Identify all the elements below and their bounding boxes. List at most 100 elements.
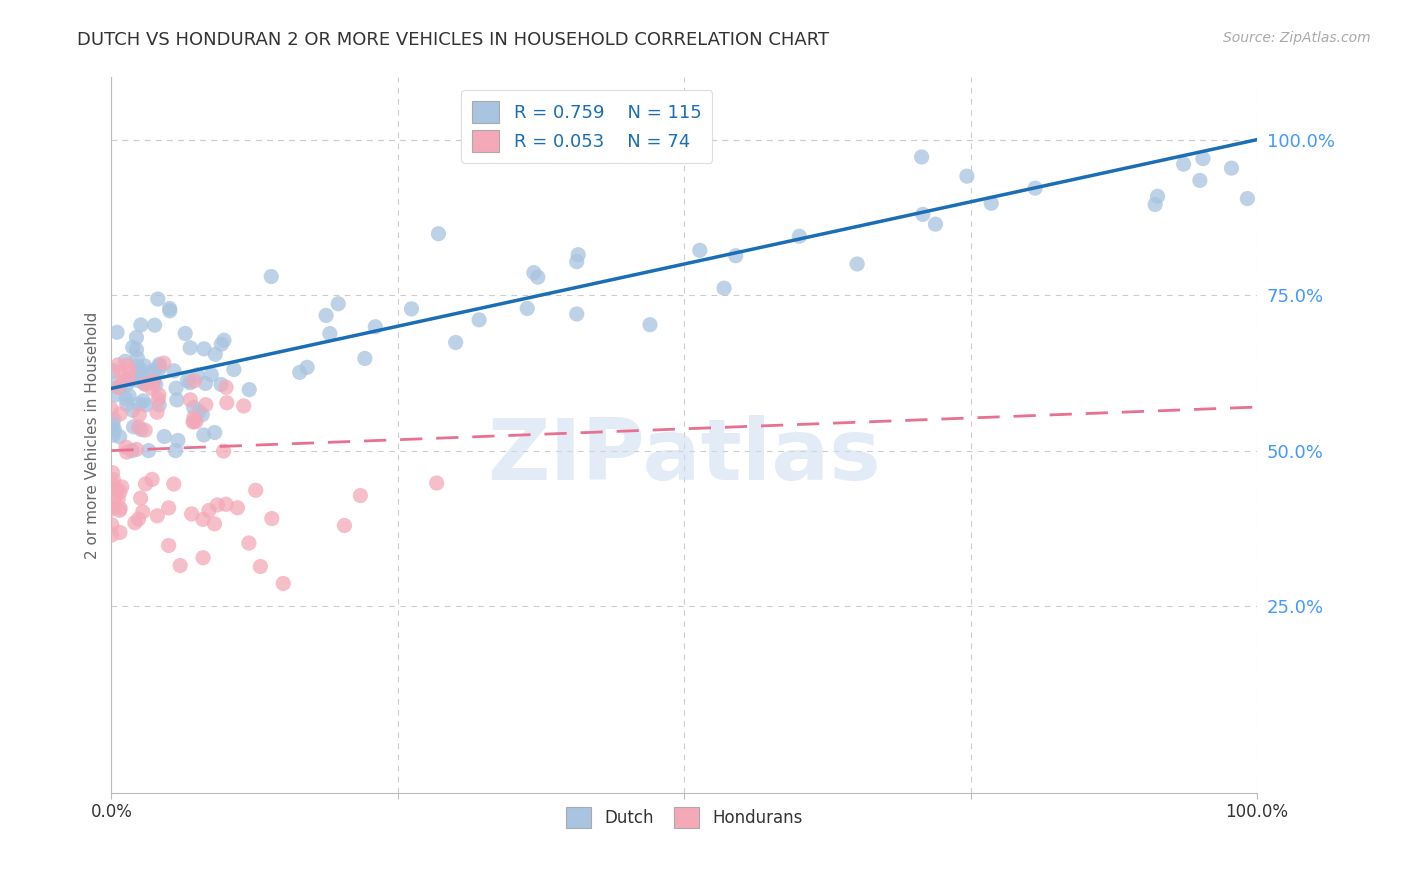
Point [134, 477, 156, 491]
Point [245, 483, 267, 498]
Point [103, 428, 125, 442]
Point [468, 313, 491, 327]
Point [183, 401, 205, 415]
Point [176, 374, 198, 388]
Point [105, 489, 128, 503]
Point [1144, 197, 1167, 211]
Point [135, 398, 157, 412]
Point [101, 528, 124, 542]
Point [121, 403, 143, 417]
Point [565, 254, 588, 268]
Point [135, 375, 157, 389]
Point [249, 559, 271, 574]
Point [117, 358, 139, 372]
Point [118, 389, 141, 403]
Point [527, 270, 550, 285]
Point [956, 169, 979, 184]
Point [103, 423, 125, 437]
Point [165, 443, 187, 458]
Point [108, 485, 131, 500]
Point [194, 398, 217, 412]
Point [354, 351, 377, 366]
Point [142, 376, 165, 390]
Point [1220, 161, 1243, 175]
Point [209, 337, 232, 351]
Point [152, 356, 174, 370]
Point [204, 516, 226, 531]
Point [638, 318, 661, 332]
Point [101, 501, 124, 516]
Point [232, 399, 254, 413]
Point [212, 444, 235, 458]
Point [198, 503, 221, 517]
Point [115, 372, 138, 386]
Point [364, 319, 387, 334]
Point [128, 408, 150, 422]
Point [1236, 192, 1258, 206]
Point [148, 398, 170, 412]
Point [184, 415, 207, 429]
Point [108, 365, 131, 379]
Point [1173, 157, 1195, 171]
Point [148, 387, 170, 401]
Point [124, 516, 146, 530]
Point [120, 373, 142, 387]
Point [101, 417, 124, 432]
Point [226, 500, 249, 515]
Point [191, 550, 214, 565]
Point [567, 248, 589, 262]
Point [103, 412, 125, 426]
Point [141, 376, 163, 390]
Point [157, 539, 180, 553]
Point [565, 307, 588, 321]
Point [271, 576, 294, 591]
Point [209, 377, 232, 392]
Point [315, 309, 337, 323]
Point [260, 511, 283, 525]
Point [179, 341, 201, 355]
Point [115, 377, 138, 392]
Point [125, 442, 148, 457]
Point [444, 335, 467, 350]
Point [143, 364, 166, 378]
Point [1188, 173, 1211, 187]
Point [134, 423, 156, 437]
Point [134, 359, 156, 373]
Point [141, 364, 163, 378]
Point [191, 512, 214, 526]
Point [333, 518, 356, 533]
Point [134, 377, 156, 392]
Text: Source: ZipAtlas.com: Source: ZipAtlas.com [1223, 31, 1371, 45]
Point [112, 374, 135, 388]
Point [115, 397, 138, 411]
Point [108, 380, 131, 394]
Point [122, 370, 145, 384]
Point [142, 374, 165, 388]
Point [108, 501, 131, 516]
Point [186, 368, 208, 382]
Text: ZIPatlas: ZIPatlas [488, 415, 882, 498]
Point [107, 358, 129, 372]
Point [107, 380, 129, 394]
Point [215, 497, 238, 511]
Point [105, 482, 128, 496]
Point [193, 342, 215, 356]
Point [128, 365, 150, 379]
Point [128, 420, 150, 434]
Point [319, 326, 342, 341]
Point [107, 491, 129, 506]
Point [188, 404, 211, 418]
Point [159, 303, 181, 318]
Point [238, 383, 260, 397]
Point [724, 249, 747, 263]
Point [427, 227, 450, 241]
Point [349, 489, 371, 503]
Point [212, 333, 235, 347]
Point [103, 364, 125, 378]
Point [132, 376, 155, 391]
Point [141, 381, 163, 395]
Point [108, 503, 131, 517]
Point [101, 477, 124, 491]
Point [260, 269, 283, 284]
Point [132, 393, 155, 408]
